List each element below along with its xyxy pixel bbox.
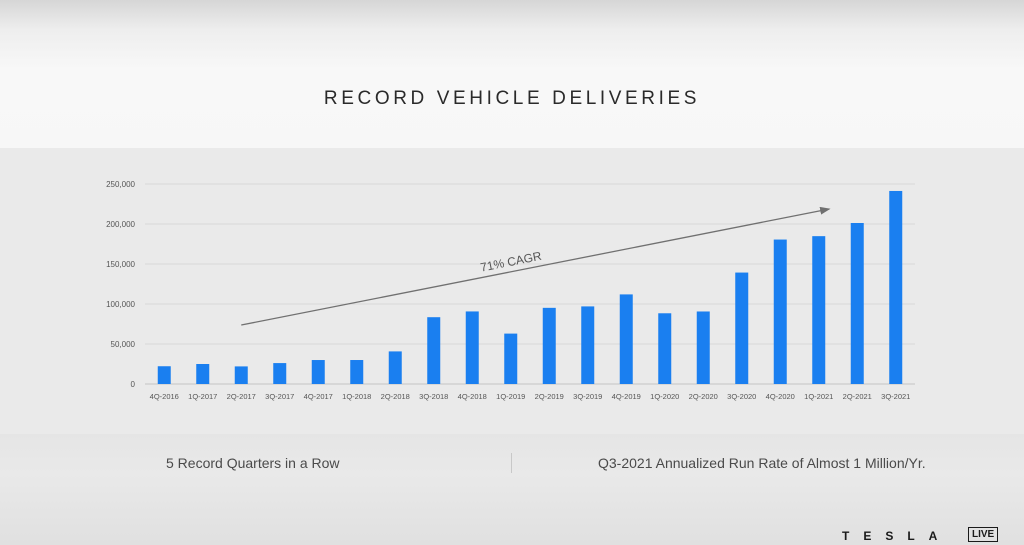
live-badge: LIVE bbox=[968, 527, 999, 542]
footer-right-text: Q3-2021 Annualized Run Rate of Almost 1 … bbox=[598, 455, 926, 471]
tesla-logo: TESLA bbox=[842, 529, 952, 543]
footer-left-text: 5 Record Quarters in a Row bbox=[166, 455, 340, 471]
x-tick-label: 2Q-2020 bbox=[689, 392, 718, 401]
y-tick-label: 150,000 bbox=[106, 260, 135, 269]
x-tick-label: 4Q-2019 bbox=[612, 392, 641, 401]
bar bbox=[350, 360, 364, 384]
bar bbox=[311, 360, 325, 384]
x-tick-label: 3Q-2017 bbox=[265, 392, 294, 401]
bar bbox=[427, 317, 441, 384]
chart-panel: 0 50,000 100,000 150,000 200,000 250,000 4Q-20… bbox=[0, 148, 1024, 434]
x-tick-label: 1Q-2018 bbox=[342, 392, 371, 401]
bar bbox=[658, 313, 672, 384]
x-tick-label: 1Q-2019 bbox=[496, 392, 525, 401]
bar bbox=[850, 223, 864, 384]
x-tick-label: 2Q-2018 bbox=[381, 392, 410, 401]
x-tick-label: 1Q-2021 bbox=[804, 392, 833, 401]
footer-divider bbox=[511, 453, 512, 473]
y-tick-label: 50,000 bbox=[111, 340, 136, 349]
slide-title: RECORD VEHICLE DELIVERIES bbox=[323, 88, 701, 109]
bar bbox=[619, 294, 633, 384]
x-tick-label: 3Q-2021 bbox=[881, 392, 910, 401]
y-tick-label: 250,000 bbox=[106, 180, 135, 189]
x-tick-label: 4Q-2017 bbox=[304, 392, 333, 401]
bar bbox=[735, 272, 749, 384]
bar bbox=[581, 306, 595, 384]
x-tick-label: 2Q-2019 bbox=[535, 392, 564, 401]
cagr-annotation-label: 71% CAGR bbox=[479, 249, 543, 275]
y-tick-label: 0 bbox=[131, 380, 136, 389]
x-tick-label: 4Q-2018 bbox=[458, 392, 487, 401]
bar bbox=[196, 364, 210, 384]
x-tick-label: 2Q-2017 bbox=[227, 392, 256, 401]
footer-band bbox=[0, 434, 1024, 545]
bar bbox=[504, 333, 518, 384]
bar bbox=[273, 363, 287, 384]
x-tick-label: 1Q-2020 bbox=[650, 392, 679, 401]
y-tick-label: 100,000 bbox=[106, 300, 135, 309]
bar bbox=[388, 351, 402, 384]
bar bbox=[542, 307, 556, 384]
x-tick-label: 3Q-2018 bbox=[419, 392, 448, 401]
cagr-trend-arrow bbox=[241, 206, 831, 326]
y-tick-label: 200,000 bbox=[106, 220, 135, 229]
bar bbox=[773, 239, 787, 384]
deliveries-bar-chart: 0 50,000 100,000 150,000 200,000 250,000 4Q-20… bbox=[106, 180, 915, 401]
bar bbox=[889, 190, 903, 384]
x-tick-label: 2Q-2021 bbox=[843, 392, 872, 401]
x-tick-label: 1Q-2017 bbox=[188, 392, 217, 401]
x-tick-label: 4Q-2020 bbox=[766, 392, 795, 401]
x-tick-label: 3Q-2019 bbox=[573, 392, 602, 401]
bar bbox=[812, 236, 826, 384]
bar bbox=[465, 311, 479, 384]
x-tick-label: 4Q-2016 bbox=[150, 392, 179, 401]
bar bbox=[696, 311, 710, 384]
x-tick-label: 3Q-2020 bbox=[727, 392, 756, 401]
bar bbox=[157, 366, 171, 384]
bar bbox=[234, 366, 248, 384]
